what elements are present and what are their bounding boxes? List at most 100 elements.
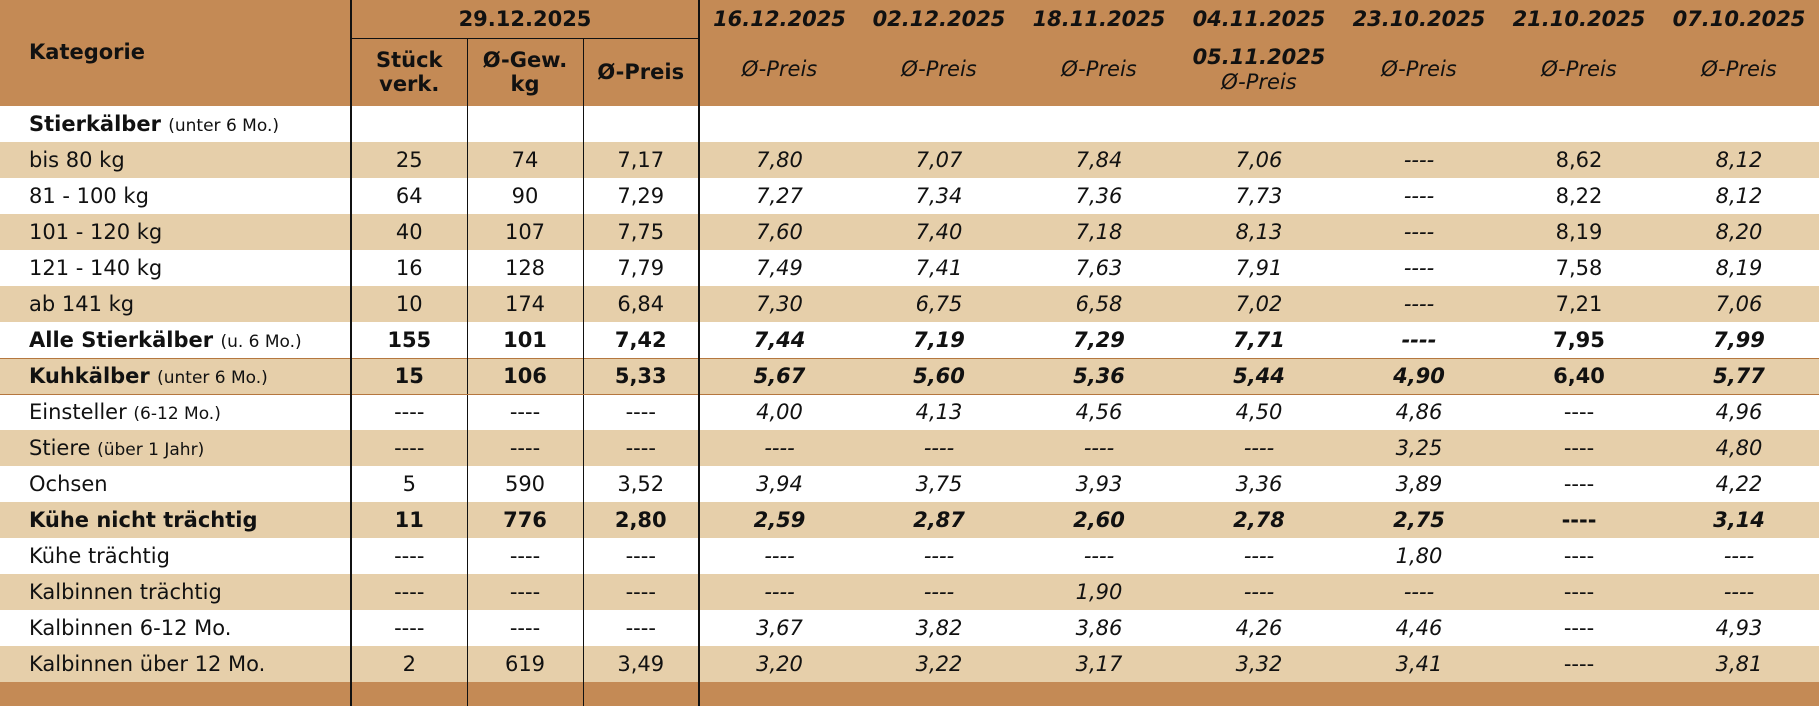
- row-label: bis 80 kg: [0, 142, 351, 178]
- date: 05.11.2025: [1192, 44, 1326, 69]
- cell: 74: [466, 142, 583, 178]
- cell: 101: [466, 322, 583, 358]
- cell: 7,21: [1555, 292, 1603, 316]
- cell: 7,17: [582, 142, 699, 178]
- cell: 7,34: [915, 184, 963, 208]
- sub-box: Ø-Preis: [701, 36, 859, 104]
- cell: 25: [350, 142, 467, 178]
- footer-cell: [859, 682, 1019, 706]
- footer-cell: [1659, 682, 1819, 706]
- cell: 2,87: [913, 508, 965, 532]
- row: Einsteller (6-12 Mo.) ---- ---- ---- 4,00 4,1…: [0, 394, 1819, 430]
- cell: ----: [1403, 220, 1435, 244]
- row-label: 101 - 120 kg: [0, 214, 351, 250]
- cell: 8,12: [1715, 184, 1763, 208]
- label: Alle Stierkälber: [29, 327, 214, 352]
- sub-box: Ø-Preis: [859, 36, 1019, 104]
- cell: ----: [1563, 580, 1595, 604]
- cell: 776: [466, 502, 583, 538]
- cell: 3,67: [698, 610, 859, 646]
- sub-box: Ø-Preis: [1659, 36, 1819, 104]
- cell: ----: [582, 574, 699, 610]
- cell: 155: [350, 322, 467, 358]
- cell: 8,19: [1715, 256, 1763, 280]
- cell: 128: [466, 250, 583, 286]
- cell: 7,60: [698, 214, 859, 250]
- cell: [1179, 106, 1339, 142]
- row-label: Kuhkälber (unter 6 Mo.): [0, 357, 351, 395]
- cell: 7,36: [1075, 184, 1123, 208]
- cell: ----: [582, 394, 699, 430]
- cell: ----: [1403, 148, 1435, 172]
- cell: ----: [1243, 580, 1275, 604]
- cell: [859, 106, 1019, 142]
- cell: 40: [350, 214, 467, 250]
- date: 21.10.2025: [1512, 7, 1646, 31]
- cell: 3,14: [1713, 508, 1765, 532]
- sub-box: 05.11.2025 Ø-Preis: [1179, 36, 1339, 104]
- cell: [1019, 106, 1179, 142]
- footer-cell: [582, 682, 699, 706]
- cell: 7,79: [582, 250, 699, 286]
- date: 18.11.2025: [1032, 7, 1166, 31]
- label: Stierkälber: [29, 112, 161, 136]
- cell: 3,32: [1235, 652, 1283, 676]
- cell: ----: [1563, 616, 1595, 640]
- cell: 3,25: [1395, 436, 1443, 460]
- row: Alle Stierkälber (u. 6 Mo.) 155 101 7,42 7,4…: [0, 322, 1819, 358]
- cell: ----: [350, 538, 467, 574]
- cell: 4,90: [1339, 357, 1499, 395]
- cell: ----: [698, 574, 859, 610]
- cell: ----: [350, 430, 467, 466]
- cell: 3,41: [1395, 652, 1443, 676]
- sub-label: Ø-Preis: [597, 60, 685, 85]
- cell: 4,46: [1395, 616, 1443, 640]
- cell: 2,80: [582, 502, 699, 538]
- cell: 7,91: [1235, 256, 1283, 280]
- cell: 6,75: [915, 292, 963, 316]
- row: Kalbinnen trächtig ---- ---- ---- ---- ---- 1,…: [0, 574, 1819, 610]
- cell: ----: [1243, 436, 1275, 460]
- cell: 3,93: [1075, 472, 1123, 496]
- row-label: Kalbinnen über 12 Mo.: [0, 646, 351, 682]
- cell: 3,81: [1715, 652, 1763, 676]
- cell: 15: [350, 357, 467, 395]
- cell: 7,06: [1235, 148, 1283, 172]
- cell: 7,41: [915, 256, 963, 280]
- row: 81 - 100 kg 64 90 7,29 7,27 7,34 7,36 7,73 ---- 8…: [0, 178, 1819, 214]
- date: 23.10.2025: [1352, 7, 1486, 31]
- cell: 7,29: [1073, 327, 1125, 352]
- cell: 7,58: [1555, 256, 1603, 280]
- cell: ----: [582, 610, 699, 646]
- cell: 7,84: [1075, 148, 1123, 172]
- cell: 4,00: [698, 394, 859, 430]
- label: Kalbinnen über 12 Mo.: [29, 652, 266, 676]
- cell: 7,30: [698, 286, 859, 322]
- cell: 7,18: [1075, 220, 1123, 244]
- footer-cell: [1019, 682, 1179, 706]
- row-label: Kühe nicht trächtig: [0, 502, 351, 538]
- cell: [1659, 106, 1819, 142]
- row: Ochsen 5 590 3,52 3,94 3,75 3,93 3,36 3,89 ---- 4,…: [0, 466, 1819, 502]
- label: 101 - 120 kg: [29, 220, 163, 244]
- label: Einsteller: [29, 400, 127, 425]
- cell: ----: [1723, 544, 1755, 568]
- cell: ----: [466, 538, 583, 574]
- footer-cell: [698, 682, 859, 706]
- footer-cell: [1499, 682, 1659, 706]
- header-row: Stück verk. Ø-Gew. kg Ø-Preis: [0, 38, 1819, 106]
- date-header: 21.10.2025 Ø-Preis: [1499, 0, 1659, 106]
- cell: ----: [1403, 184, 1435, 208]
- date-header: 18.11.2025 Ø-Preis: [1019, 0, 1179, 106]
- cell: 6,58: [1075, 292, 1123, 316]
- cell: 2,78: [1233, 508, 1285, 532]
- cell: 4,93: [1715, 616, 1763, 640]
- cell: 8,62: [1555, 148, 1603, 172]
- cell: ----: [1563, 400, 1595, 425]
- cell: 3,94: [698, 466, 859, 502]
- cell: 590: [466, 466, 583, 502]
- cell: 106: [466, 357, 583, 395]
- cell: 107: [466, 214, 583, 250]
- cell: 3,86: [1075, 616, 1123, 640]
